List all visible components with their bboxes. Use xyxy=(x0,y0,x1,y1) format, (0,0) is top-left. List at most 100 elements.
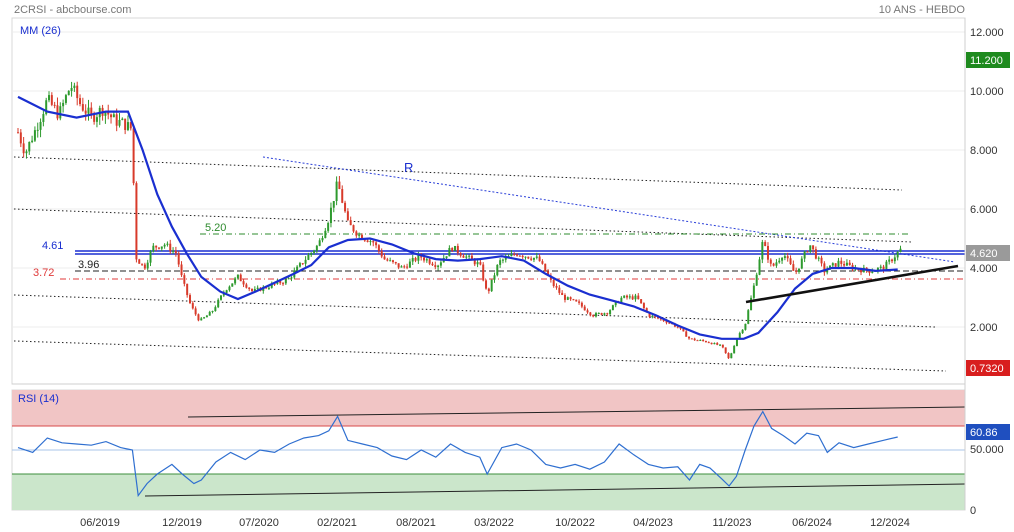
candle-body xyxy=(70,88,73,91)
candle-body xyxy=(750,297,753,311)
candle-body xyxy=(423,257,426,261)
candle-body xyxy=(786,256,789,259)
candle-body xyxy=(414,257,417,261)
candle-body xyxy=(496,264,499,276)
candle-body xyxy=(468,255,471,257)
candle-body xyxy=(893,257,896,262)
price-tick-2: 2.000 xyxy=(970,322,998,334)
candle-body xyxy=(377,245,380,251)
candle-body xyxy=(547,271,550,276)
x-tick-7: 04/2023 xyxy=(633,517,673,529)
candle-body xyxy=(403,266,406,268)
candle-body xyxy=(217,299,220,308)
candle-body xyxy=(174,250,177,254)
candle-body xyxy=(126,122,129,130)
candle-body xyxy=(417,254,420,261)
candle-body xyxy=(845,262,848,266)
candle-body xyxy=(324,230,327,238)
candle-body xyxy=(155,245,158,248)
candle-body xyxy=(781,257,784,261)
candle-body xyxy=(411,257,414,262)
candle-body xyxy=(803,251,806,259)
candle-body xyxy=(558,287,561,293)
candle-body xyxy=(487,288,490,292)
candle-body xyxy=(482,264,485,281)
candle-body xyxy=(369,241,372,243)
rsi-tick-0: 0 xyxy=(970,505,976,517)
candle-body xyxy=(738,333,741,339)
candle-body xyxy=(166,243,169,245)
candle-body xyxy=(860,269,863,273)
candle-body xyxy=(183,275,186,284)
candle-body xyxy=(651,315,654,317)
candle-body xyxy=(408,261,411,268)
candle-body xyxy=(456,245,459,254)
candle-body xyxy=(707,342,710,344)
channel-lines xyxy=(13,156,947,372)
candle-body xyxy=(470,255,473,260)
candle-body xyxy=(530,258,533,260)
candle-body xyxy=(490,279,493,292)
candle-body xyxy=(747,310,750,324)
candle-body xyxy=(335,181,338,202)
price-tick-4: 4.000 xyxy=(970,263,998,275)
candle-body xyxy=(273,283,276,285)
candle-body xyxy=(634,295,637,300)
candle-body xyxy=(346,211,349,221)
rsi-badge xyxy=(966,424,1010,440)
candle-body xyxy=(228,286,231,291)
candle-body xyxy=(115,114,118,126)
candle-body xyxy=(611,305,614,311)
r-annotation: R xyxy=(404,160,413,175)
candle-body xyxy=(62,102,65,107)
candle-body xyxy=(631,296,634,300)
candle-body xyxy=(586,310,589,313)
candle-body xyxy=(724,347,727,354)
candle-body xyxy=(180,264,183,276)
candle-body xyxy=(823,263,826,273)
candle-body xyxy=(304,259,307,264)
candle-body xyxy=(657,316,660,319)
candle-body xyxy=(516,254,519,256)
candle-body xyxy=(665,320,668,323)
candle-body xyxy=(535,256,538,258)
candle-body xyxy=(360,234,363,240)
candle-body xyxy=(152,245,155,252)
candle-body xyxy=(614,301,617,306)
candle-body xyxy=(837,260,840,267)
candle-body xyxy=(727,353,730,359)
candle-body xyxy=(386,259,389,261)
candle-body xyxy=(25,151,28,154)
candle-body xyxy=(479,262,482,265)
high-badge xyxy=(966,52,1010,68)
candle-body xyxy=(820,257,823,264)
x-tick-10: 12/2024 xyxy=(870,517,910,529)
candle-body xyxy=(645,308,648,313)
candle-body xyxy=(349,220,352,226)
candle-body xyxy=(428,259,431,264)
rsi-overbought-zone xyxy=(12,390,965,426)
candle-body xyxy=(248,287,251,289)
candle-body xyxy=(36,129,39,131)
price-tick-10: 10.000 xyxy=(970,86,1004,98)
candle-body xyxy=(163,244,166,247)
candle-body xyxy=(282,283,285,285)
candle-body xyxy=(310,252,313,256)
candle-body xyxy=(755,274,758,286)
rsi-legend: RSI (14) xyxy=(18,393,59,405)
candle-body xyxy=(287,278,290,280)
candle-body xyxy=(792,264,795,271)
candle-body xyxy=(772,263,775,266)
candle-body xyxy=(797,268,800,272)
support-trendline xyxy=(745,264,959,304)
candle-body xyxy=(462,255,465,258)
candle-body xyxy=(380,250,383,257)
candle-body xyxy=(129,122,132,129)
candle-body xyxy=(761,242,764,260)
level-520-label: 5.20 xyxy=(205,222,226,234)
candle-body xyxy=(778,260,781,263)
candle-body xyxy=(527,256,530,259)
candle-body xyxy=(431,263,434,266)
candle-body xyxy=(329,207,332,224)
candle-body xyxy=(769,259,772,264)
